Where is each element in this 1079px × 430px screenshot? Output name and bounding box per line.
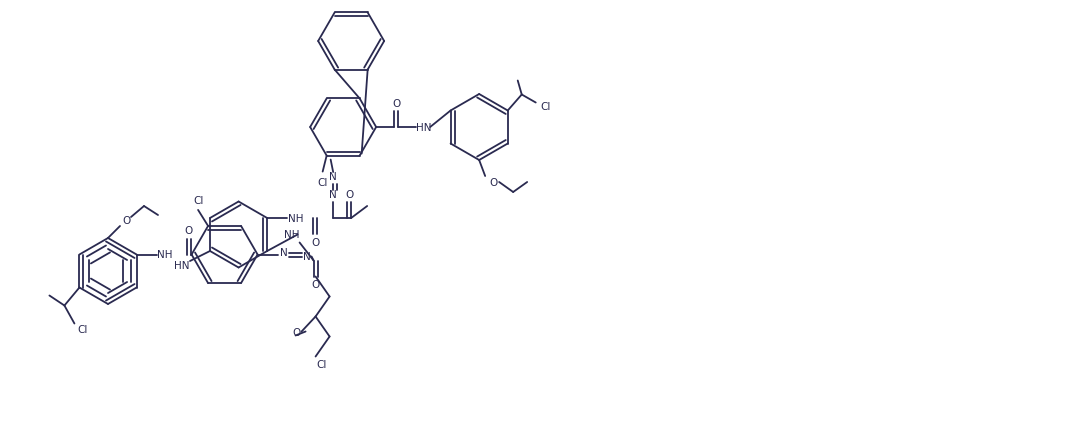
Text: NH: NH	[288, 214, 304, 224]
Text: N: N	[329, 190, 337, 200]
Text: HN: HN	[174, 261, 190, 270]
Text: O: O	[292, 328, 301, 338]
Text: O: O	[489, 178, 497, 187]
Text: Cl: Cl	[541, 102, 551, 112]
Text: N: N	[303, 252, 311, 262]
Text: N: N	[279, 248, 287, 258]
Text: O: O	[345, 190, 353, 200]
Text: NH: NH	[156, 250, 173, 260]
Text: NH: NH	[284, 230, 299, 240]
Text: O: O	[312, 280, 319, 290]
Text: HN: HN	[416, 123, 432, 133]
Text: O: O	[311, 237, 319, 247]
Text: Cl: Cl	[316, 359, 327, 370]
Text: Cl: Cl	[78, 325, 87, 335]
Text: O: O	[122, 215, 131, 225]
Text: N: N	[329, 172, 337, 181]
Text: Cl: Cl	[193, 196, 203, 206]
Text: Cl: Cl	[317, 177, 328, 187]
Text: O: O	[392, 99, 400, 109]
Text: O: O	[185, 226, 193, 236]
